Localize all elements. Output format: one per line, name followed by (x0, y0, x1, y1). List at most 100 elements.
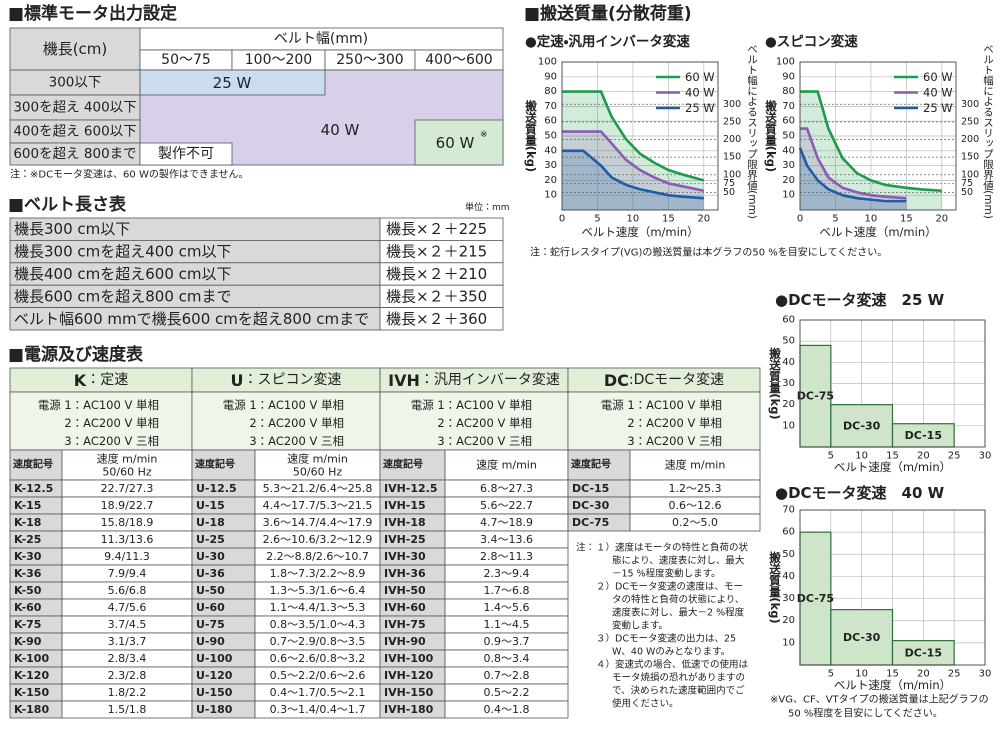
speed-code: U-180 (196, 703, 233, 716)
speed-code: IVH-30 (384, 550, 426, 563)
group-code: IVH (388, 371, 420, 390)
legend-label: 25 W (923, 101, 953, 115)
output-label: 25 W (213, 74, 252, 92)
note-label: 注： (576, 542, 595, 554)
series-area (562, 131, 704, 210)
speed-value: 5.6/6.8 (108, 584, 147, 597)
section-title: ■電源及び速度表 (8, 344, 144, 365)
note-line: ３）DCモータ変速の出力は、25 (596, 633, 736, 645)
cell-text: 機長×２＋215 (386, 243, 487, 261)
speed-header-text: 速度 m/min (97, 453, 158, 466)
row-label: 機長300 cm以下 (14, 220, 130, 238)
group-title: DC:DCモータ変速 (604, 371, 724, 390)
speed-value: 4.7～18.9 (480, 516, 533, 529)
x-tick-label: 20 (697, 214, 710, 225)
power-line: 3：AC200 V 三相 (437, 434, 532, 448)
bar (830, 609, 894, 666)
speed-value: 0.8～3.5/1.0～4.3 (270, 618, 366, 631)
power-line: 2：AC200 V 単相 (64, 416, 159, 430)
y-tick-label: 60 (782, 315, 795, 326)
speed-code: U-90 (196, 635, 225, 648)
speed-value: 1.8～7.3/2.2～8.9 (270, 567, 366, 580)
power-line: 3：AC200 V 三相 (249, 434, 344, 448)
y-tick-label: 80 (544, 86, 557, 97)
speed-value: 2.6～10.6/3.2～12.9 (263, 533, 373, 546)
speed-code: IVH-150 (384, 686, 434, 699)
speed-code: IVH-36 (384, 567, 426, 580)
legend-label: 25 W (685, 101, 715, 115)
x-tick-label: 5 (828, 669, 834, 680)
y-axis-title: 搬送質量(kg) (768, 346, 782, 419)
y-tick-label: 10 (544, 190, 557, 201)
group-name: :DCモータ変速 (629, 372, 724, 388)
speed-value: 6.8～27.3 (480, 482, 533, 495)
row-label: 機長400 cmを超え600 cm以下 (14, 265, 232, 283)
y2-tick-label: 200 (723, 134, 741, 145)
y-tick-label: 70 (544, 101, 557, 112)
speed-code: U-150 (196, 686, 233, 699)
note-line: タの特性と負荷の状態により、 (612, 594, 744, 606)
group-header (567, 367, 761, 393)
speed-value: 0.4～1.7/0.5～2.1 (270, 686, 366, 699)
x-tick-label: 20 (935, 214, 948, 225)
group-header (379, 367, 569, 393)
speed-header (254, 449, 381, 481)
power-line: 電源 1：AC100 V 単相 (411, 398, 532, 412)
legend-label: 60 W (923, 70, 953, 84)
y2-tick-label: 250 (961, 116, 979, 127)
y2-tick-label: 150 (723, 152, 741, 163)
footnote-mark: ※ (480, 130, 488, 140)
width-label: 50～75 (161, 52, 211, 68)
speed-cell (444, 700, 569, 719)
y2-tick-label: 75 (723, 178, 735, 189)
freq-text: 50/60 Hz (293, 466, 342, 479)
speed-value: 0.3～1.4/0.4～1.7 (270, 703, 366, 716)
x-tick-label: 5 (594, 214, 600, 225)
speed-code: K-90 (14, 635, 42, 648)
legend-label: 60 W (685, 70, 715, 84)
x-tick-label: 20 (917, 451, 930, 462)
speed-value: 3.4～13.6 (480, 533, 533, 546)
header-cell (9, 27, 141, 71)
group-code: DC (604, 371, 629, 390)
speed-code: IVH-100 (384, 652, 434, 665)
x-tick-label: 5 (832, 214, 838, 225)
code-header (567, 449, 631, 481)
series-line (562, 130, 705, 193)
y-axis-title: 搬送質量(kg) (524, 99, 538, 172)
chart-title: ●DCモータ変速 40 W (775, 484, 945, 502)
speed-code: IVH-75 (384, 618, 426, 631)
series-area (562, 91, 704, 210)
speed-code: U-12.5 (196, 482, 237, 495)
x-tick-label: 15 (662, 214, 675, 225)
x-tick-label: 25 (948, 451, 961, 462)
speed-value: 0.6～12.6 (669, 499, 722, 512)
group-name: ：汎用インバータ変速 (420, 372, 560, 388)
cell-text: 機長×２＋360 (386, 310, 487, 328)
plot-frame (799, 509, 986, 666)
y2-tick-label: 300 (961, 99, 979, 110)
plot-frame (799, 319, 986, 448)
freq-text: 50/60 Hz (102, 466, 151, 479)
code-header-text: 速度記号 (383, 458, 423, 471)
speed-value: 1.2～25.3 (669, 482, 722, 495)
x-tick-label: 5 (828, 451, 834, 462)
y-tick-label: 20 (782, 175, 795, 186)
speed-value: 1.3～5.3/1.6～6.4 (270, 584, 366, 597)
note-line: ※VG、CF、VTタイプの搬送質量は上記グラフの (770, 693, 989, 706)
speed-code: K-15 (14, 499, 41, 512)
group-title: IVH：汎用インバータ変速 (388, 371, 560, 390)
note: 注：蛇行レスタイプ(VG)の搬送質量は本グラフの50 %を目安にしてください。 (530, 246, 887, 259)
row-label: 400を超え 600以下 (13, 124, 136, 140)
row-label: 600を超え 800まで (13, 146, 136, 162)
y2-tick-label: 100 (723, 169, 741, 180)
y-tick-label: 60 (544, 116, 557, 127)
x-tick-label: 10 (855, 451, 868, 462)
y-tick-label: 70 (782, 505, 795, 516)
speed-value: 2.8～11.3 (480, 550, 533, 563)
speed-code: IVH-50 (384, 584, 426, 597)
x-axis-title: ベルト速度（m/min） (819, 225, 936, 239)
row-label: 機長600 cmを超え800 cmまで (14, 287, 232, 305)
header-text: 機長(cm) (43, 40, 108, 58)
